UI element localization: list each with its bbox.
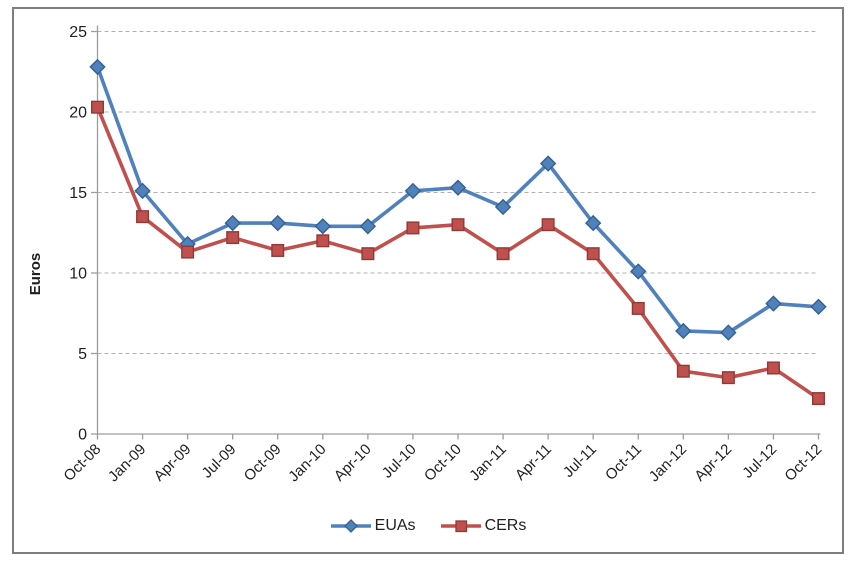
data-point-cers-5	[316, 234, 330, 248]
y-tick-label-15: 15	[69, 185, 87, 202]
series-line-cers	[95, 105, 821, 401]
x-tick-label-3: Jul-09	[199, 441, 240, 482]
data-point-cers-3	[226, 231, 240, 245]
legend-label-cers: CERs	[484, 517, 527, 534]
data-point-cers-6	[361, 247, 375, 261]
legend-swatch-euas	[330, 519, 371, 533]
chart-border	[12, 7, 844, 554]
data-point-euas-8	[449, 179, 467, 196]
x-tick-label-7: Jul-10	[379, 441, 420, 482]
y-tick-label-20: 20	[69, 105, 87, 122]
legend-label-euas: EUAs	[374, 517, 416, 534]
data-point-cers-11	[586, 247, 600, 261]
x-tick-label-13: Jan-12	[646, 441, 690, 485]
y-tick-label-5: 5	[78, 346, 87, 363]
data-point-cers-16	[812, 392, 826, 406]
data-point-euas-3	[224, 214, 241, 232]
data-point-cers-13	[676, 364, 690, 378]
legend-item-euas: EUAs	[330, 517, 416, 535]
legend-item-cers: CERs	[440, 517, 527, 535]
y-axis-title: Euros	[27, 253, 44, 296]
data-point-cers-14	[721, 371, 735, 385]
series-line-euas	[95, 65, 821, 335]
data-point-euas-4	[269, 214, 286, 232]
data-point-euas-1	[134, 182, 151, 200]
x-tick-label-15: Jul-12	[739, 441, 780, 482]
series-euas	[89, 58, 827, 341]
y-tick-label-0: 0	[78, 427, 87, 444]
x-tick-label-4: Oct-09	[241, 441, 285, 485]
data-point-euas-9	[494, 198, 512, 216]
data-point-euas-5	[314, 218, 332, 235]
x-tick-label-9: Jan-11	[466, 441, 510, 485]
x-tick-label-16: Oct-12	[781, 441, 825, 485]
x-tick-label-1: Jan-09	[105, 441, 149, 485]
data-point-euas-14	[720, 324, 737, 341]
x-tick-label-5: Jan-10	[285, 441, 329, 485]
data-point-cers-0	[90, 100, 104, 114]
data-point-cers-15	[766, 361, 780, 375]
series-cers	[90, 100, 826, 406]
x-tick-label-2: Apr-09	[151, 441, 195, 485]
data-point-cers-4	[271, 243, 285, 257]
data-point-euas-0	[89, 58, 106, 76]
x-tick-label-11: Jul-11	[560, 441, 600, 481]
data-point-euas-11	[584, 214, 602, 232]
legend-swatch-cers	[440, 520, 481, 533]
x-tick-label-12: Oct-11	[602, 441, 645, 484]
y-tick-label-25: 25	[69, 24, 87, 41]
legend-marker-diamond	[343, 519, 358, 533]
data-point-cers-8	[451, 218, 465, 232]
y-tick-label-10: 10	[69, 266, 87, 283]
data-point-cers-1	[136, 210, 150, 224]
data-point-euas-13	[675, 322, 692, 340]
x-tick-label-6: Apr-10	[331, 441, 375, 485]
x-tick-label-8: Oct-10	[421, 441, 465, 485]
legend-marker-square	[454, 520, 467, 533]
data-point-cers-7	[406, 221, 420, 235]
legend: EUAs CERs	[0, 514, 856, 538]
data-point-cers-10	[541, 218, 555, 232]
x-tick-label-10: Apr-11	[512, 441, 555, 484]
data-point-cers-9	[496, 247, 510, 261]
data-point-euas-6	[359, 218, 377, 235]
data-point-euas-7	[404, 182, 422, 200]
data-point-euas-10	[539, 155, 557, 172]
data-point-cers-2	[181, 245, 195, 259]
x-tick-label-14: Apr-12	[691, 441, 735, 485]
data-point-cers-12	[631, 301, 645, 315]
data-point-euas-15	[765, 295, 782, 312]
data-point-euas-16	[810, 298, 827, 315]
data-point-euas-12	[630, 263, 647, 280]
x-tick-label-0: Oct-08	[60, 441, 104, 485]
